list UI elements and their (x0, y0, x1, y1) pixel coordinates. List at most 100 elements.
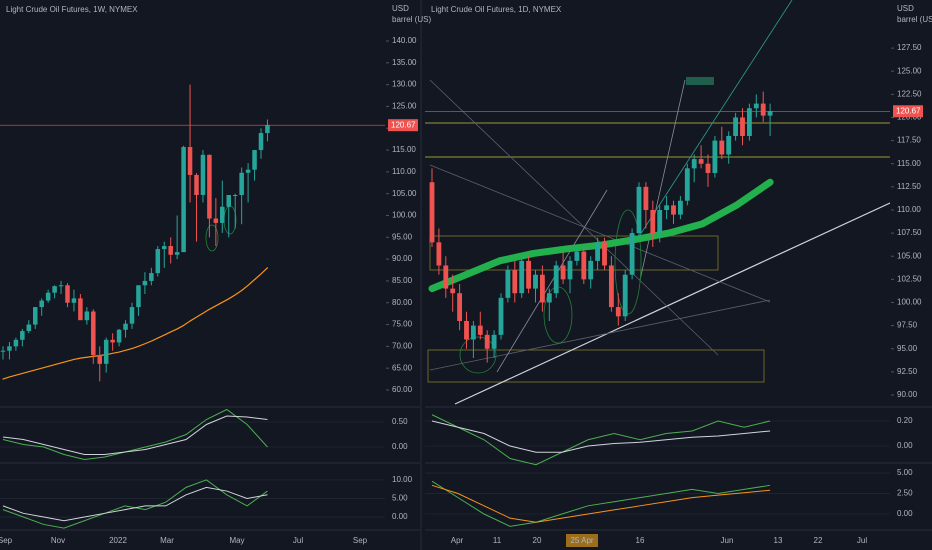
y-tick-label: 100.00 (897, 298, 922, 307)
candle-body (45, 292, 51, 301)
candle-body (32, 307, 38, 325)
x-tick-label: 22 (814, 536, 823, 545)
candle-body (464, 320, 469, 340)
osc-tick-label: 5.00 (897, 468, 913, 477)
candle-body (526, 260, 532, 289)
x-tick-label: 11 (493, 536, 502, 545)
candle-body (161, 246, 167, 250)
candle-body (110, 339, 115, 343)
y-tick-label: 95.00 (897, 344, 918, 353)
candle-body (443, 265, 449, 289)
candle-body (484, 334, 490, 349)
x-tick-label: Apr (451, 536, 464, 545)
candle-body (457, 293, 463, 321)
candle-body (622, 274, 628, 317)
osc-tick-label: 0.20 (897, 416, 913, 425)
candle-body (78, 298, 83, 321)
osc-line (431, 420, 771, 453)
candle-body (136, 285, 141, 308)
y-tick-label: 135.00 (392, 58, 417, 67)
osc-tick-label: 5.00 (392, 494, 408, 503)
candle-body (252, 150, 257, 170)
candle-body (498, 297, 504, 335)
candle-body (123, 323, 128, 330)
candle-body (629, 233, 635, 275)
osc-line (431, 484, 771, 523)
candle-body (767, 111, 773, 116)
candle-body (698, 159, 704, 164)
candle-body (733, 117, 739, 136)
candle-body (213, 218, 219, 223)
candle-body (470, 325, 476, 340)
x-tick-label: 16 (636, 536, 645, 545)
moving-average (2, 267, 269, 380)
osc-tick-label: 0.00 (392, 442, 408, 451)
x-tick-label: Jun (721, 536, 734, 545)
candle-body (91, 311, 96, 356)
osc-line (431, 414, 771, 466)
candle-body (97, 355, 103, 364)
candle-body (84, 311, 90, 321)
candle-body (477, 325, 483, 335)
candle-body (65, 285, 70, 303)
moving-average (428, 178, 774, 293)
x-tick-label: 13 (774, 536, 783, 545)
candle-body (671, 205, 676, 215)
candle-body (0, 350, 6, 352)
y-tick-label: 65.00 (392, 363, 413, 372)
y-tick-label: 125.00 (897, 66, 922, 75)
candle-body (746, 108, 752, 136)
candle-body (608, 265, 614, 308)
y-tick-label: 100.00 (392, 211, 417, 220)
candle-body (226, 194, 232, 207)
y-tick-label: 90.00 (897, 390, 918, 399)
axis-unit: USD (392, 4, 409, 13)
candle-body (265, 125, 270, 134)
y-tick-label: 102.50 (897, 274, 922, 283)
candle-body (116, 329, 122, 343)
candle-body (239, 172, 244, 195)
y-tick-label: 105.00 (897, 251, 922, 260)
y-tick-label: 117.50 (897, 136, 921, 145)
candle-body (194, 174, 199, 195)
candle-body (142, 280, 148, 286)
candle-body (13, 339, 19, 347)
y-tick-label: 115.00 (897, 159, 921, 168)
osc-line (2, 408, 268, 461)
candle-body (560, 265, 566, 280)
candle-body (149, 273, 154, 281)
candle-body (200, 154, 206, 195)
candle-body (650, 209, 656, 234)
candle-body (705, 163, 711, 173)
candle-body (691, 159, 697, 169)
candle-body (429, 182, 435, 243)
candle-body (753, 103, 759, 109)
candle-body (664, 205, 670, 210)
y-tick-label: 112.50 (897, 182, 921, 191)
x-tick-label: 20 (533, 536, 542, 545)
candle-body (58, 285, 64, 287)
candle-body (505, 270, 511, 298)
y-tick-label: 105.00 (392, 189, 417, 198)
y-tick-label: 115.00 (392, 145, 416, 154)
osc-tick-label: 0.50 (392, 417, 408, 426)
candle-body (539, 274, 545, 303)
y-tick-label: 127.50 (897, 43, 922, 52)
candle-body (174, 252, 180, 255)
candle-body (588, 260, 594, 280)
last-price-label: 120.67 (896, 106, 921, 115)
candle-body (181, 147, 186, 253)
y-tick-label: 107.50 (897, 228, 922, 237)
candle-body (52, 286, 57, 293)
y-tick-label: 90.00 (392, 254, 413, 263)
candle-body (684, 168, 690, 201)
candle-body (71, 298, 77, 303)
osc-tick-label: 10.00 (392, 475, 413, 484)
y-tick-label: 122.50 (897, 89, 922, 98)
x-tick-label: Sep (353, 536, 368, 545)
candle-body (595, 242, 601, 261)
drawings (205, 0, 891, 547)
candle-body (20, 331, 25, 340)
